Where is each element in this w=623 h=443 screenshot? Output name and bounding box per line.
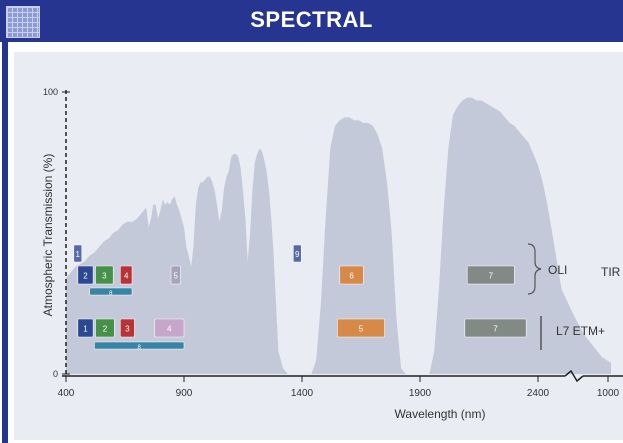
x-tick-label: 2400 [527, 388, 550, 399]
band-oli-1 [73, 244, 83, 263]
band-etm-7 [464, 318, 527, 338]
y-tick-label: 100 [43, 87, 58, 97]
x-tick-label: 400 [58, 388, 75, 399]
grid-icon [6, 6, 40, 38]
band-oli-7 [466, 265, 515, 285]
band-oli-9 [292, 244, 302, 263]
band-label: 5 [359, 325, 364, 334]
group-label-tir: TIR [601, 265, 621, 279]
band-label: 4 [124, 272, 129, 281]
group-label-oli: OLI [548, 263, 567, 277]
band-label: 4 [167, 325, 172, 334]
band-label: 8 [137, 345, 141, 351]
band-oli-8 [89, 287, 133, 296]
page-title: SPECTRAL [250, 7, 373, 32]
band-oli-6 [339, 265, 364, 285]
band-label: 1 [83, 325, 88, 334]
axis-break [564, 369, 584, 383]
transmission-area [66, 97, 611, 374]
band-etm-8 [94, 341, 185, 350]
band-oli-2 [77, 265, 94, 285]
oli-brace [527, 243, 542, 295]
band-etm-1 [77, 318, 94, 338]
x-tick-label: 1900 [409, 388, 432, 399]
band-label: 9 [295, 250, 300, 259]
x-axis-label: Wavelength (nm) [395, 407, 486, 421]
band-label: 1 [76, 250, 81, 259]
band-etm-4 [154, 318, 185, 338]
x-tick-label: 900 [176, 388, 193, 399]
band-label: 2 [83, 272, 88, 281]
header-bar: SPECTRAL [0, 0, 623, 42]
band-oli-3 [95, 265, 114, 285]
x-tick-label: 1400 [291, 388, 314, 399]
y-axis-label: Atmospheric Transmission (%) [41, 154, 55, 317]
y-tick-label: 0 [53, 369, 58, 379]
band-oli-4 [119, 265, 133, 285]
band-etm-2 [95, 318, 115, 338]
band-etm-3 [119, 318, 135, 338]
band-label: 2 [103, 325, 108, 334]
band-label: 5 [174, 272, 179, 281]
band-label: 8 [109, 291, 113, 297]
left-rule [2, 42, 8, 443]
group-label-etm: L7 ETM+ [556, 324, 605, 338]
band-label: 7 [493, 325, 498, 334]
band-oli-5 [170, 265, 181, 285]
band-label: 3 [102, 272, 107, 281]
x-tick-label: 1000 [597, 388, 620, 399]
band-label: 7 [489, 272, 494, 281]
band-label: 3 [125, 325, 130, 334]
band-label: 6 [349, 272, 354, 281]
band-etm-5 [337, 318, 385, 338]
